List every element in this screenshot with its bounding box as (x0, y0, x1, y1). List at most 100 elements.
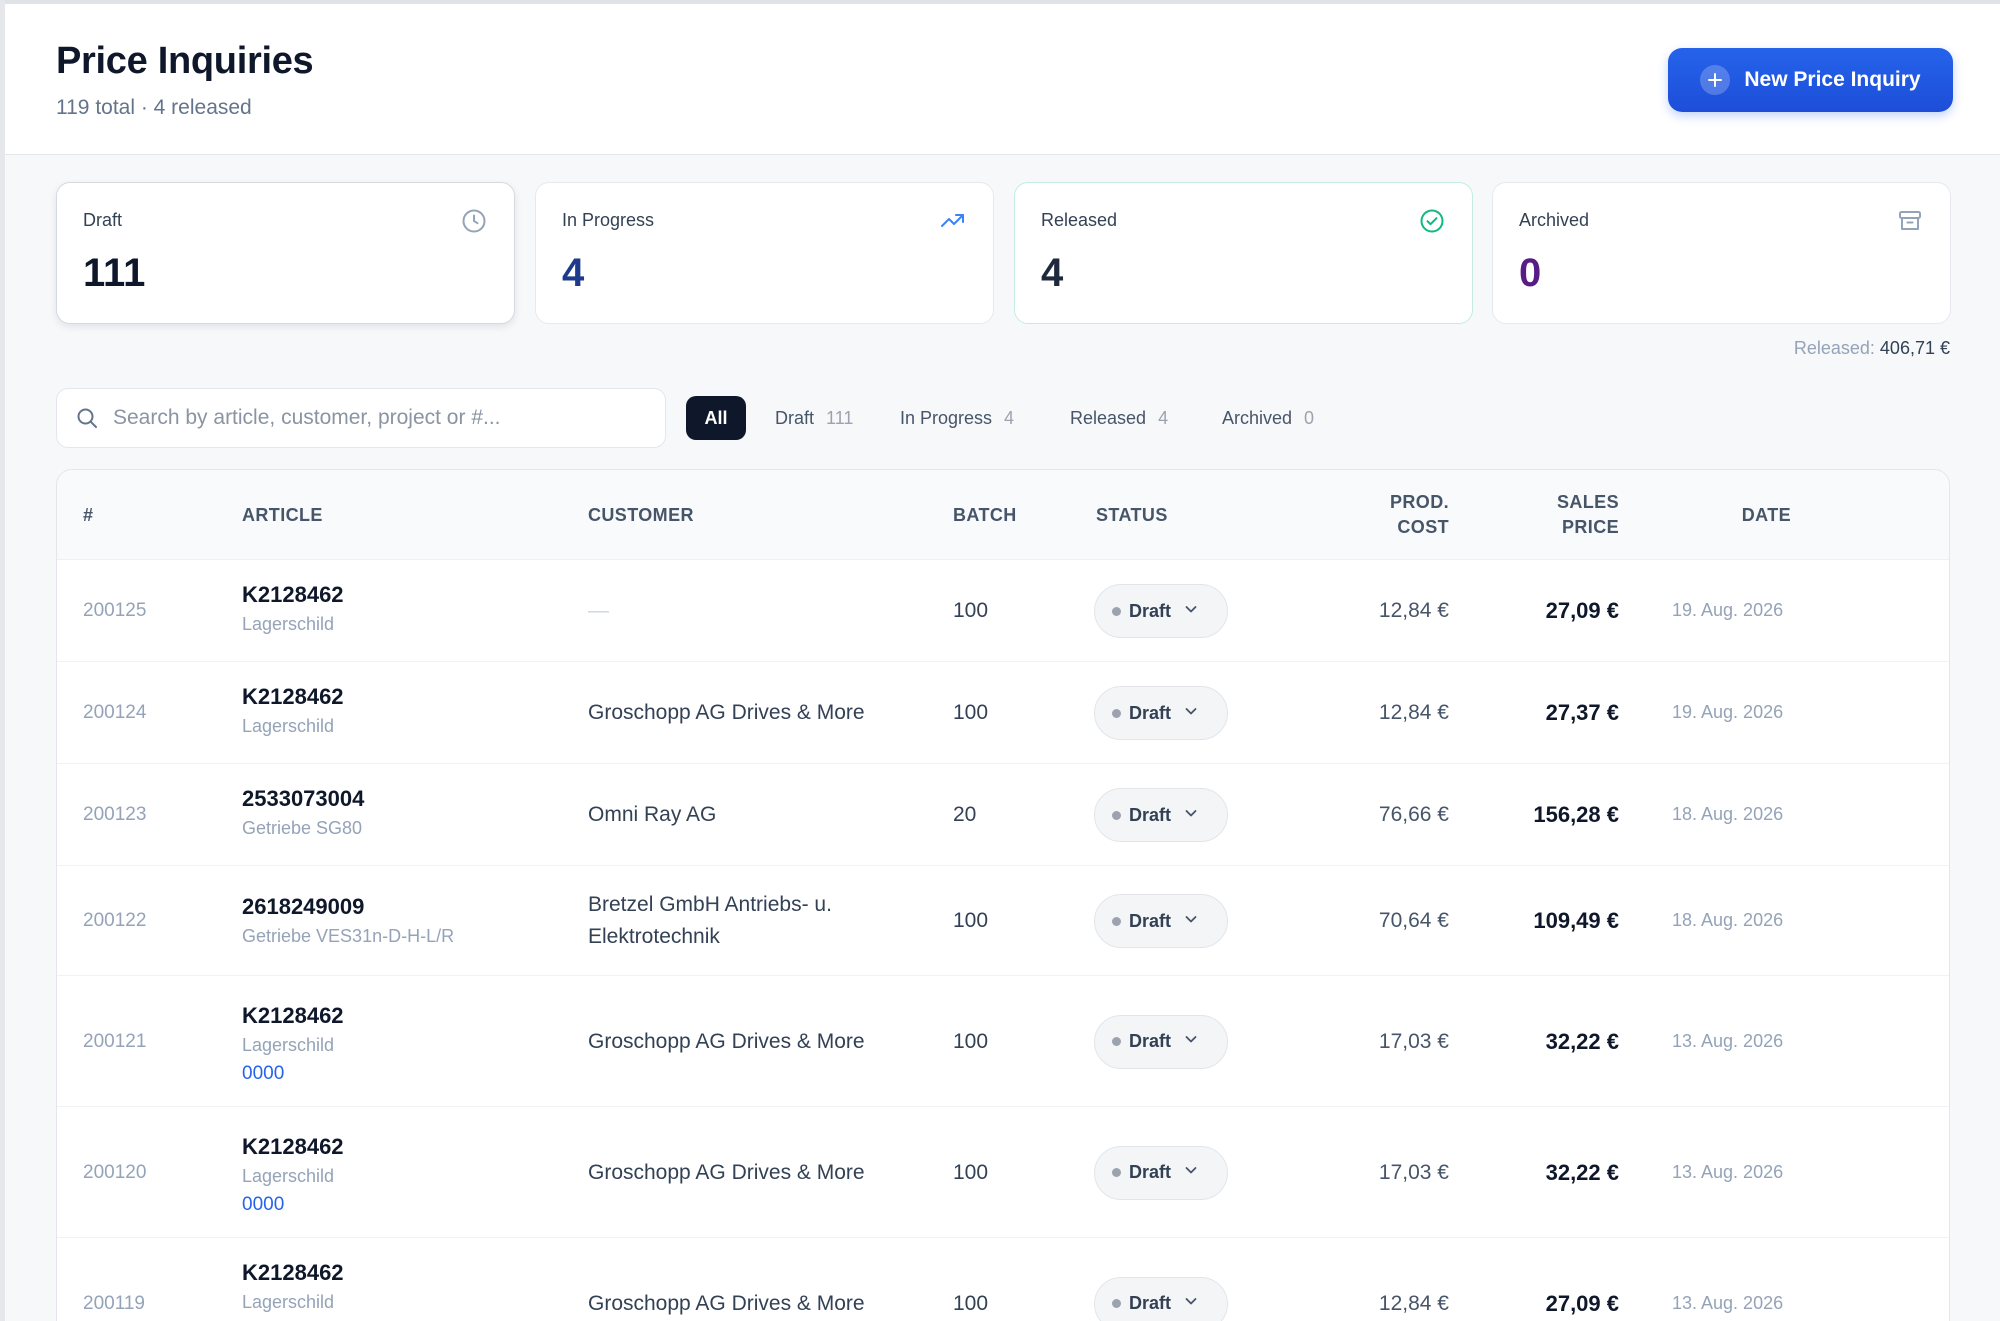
table-row[interactable]: 200121 K2128462 Lagerschild 0000 Groschopp A… (57, 976, 1949, 1107)
chevron-down-icon (1185, 1298, 1197, 1305)
column-header-customer[interactable]: CUSTOMER (588, 505, 694, 525)
stat-card-draft[interactable]: Draft 111 (56, 182, 515, 324)
batch-size: 100 (953, 909, 989, 932)
filter-tab-label: Archived (1222, 407, 1293, 428)
article-code[interactable]: K2128462 (242, 1003, 344, 1028)
status-dropdown[interactable]: Draft (1094, 1145, 1228, 1200)
inquiry-number: 200120 (83, 1161, 147, 1183)
filter-tab-draft[interactable]: Draft 111 (775, 396, 853, 440)
filter-tab-all[interactable]: All (686, 396, 746, 440)
inquiry-number: 200124 (83, 702, 147, 723)
table-row[interactable]: 200119 K2128462 Lagerschild Groschopp AG Dr… (57, 1238, 1949, 1321)
status-dropdown[interactable]: Draft (1094, 584, 1228, 638)
chevron-down-icon (1185, 809, 1197, 816)
column-header-status[interactable]: STATUS (1096, 505, 1168, 525)
table-row[interactable]: 200125 K2128462 Lagerschild — 100 Draft 12,8… (57, 560, 1949, 662)
column-header-date[interactable]: DATE (1741, 505, 1791, 525)
table-row[interactable]: 200122 2618249009 Getriebe VES31n-D-H-L/R B… (57, 866, 1949, 976)
page-header: Price Inquiries 119 total · 4 released N… (5, 4, 2000, 155)
status-chevron (1183, 601, 1199, 622)
inquiry-date: 19. Aug. 2026 (1672, 702, 1784, 722)
plus-icon (1700, 65, 1731, 95)
article-description: Lagerschild (242, 614, 335, 634)
check-circle-icon (1420, 209, 1444, 233)
stat-card-released[interactable]: Released 4 (1014, 182, 1473, 324)
chevron-down-icon (1185, 707, 1197, 714)
inquiry-date: 18. Aug. 2026 (1672, 910, 1784, 930)
inquiry-date: 13. Aug. 2026 (1672, 1292, 1784, 1313)
article-reference-link[interactable]: 0000 (242, 1194, 285, 1215)
status-dropdown[interactable]: Draft (1094, 686, 1228, 740)
inquiry-number: 200121 (83, 1030, 147, 1052)
article-description: Getriebe VES31n-D-H-L/R (242, 926, 455, 946)
customer-name: Groschopp AG Drives & More (588, 1160, 865, 1184)
new-price-inquiry-label: New Price Inquiry (1744, 68, 1921, 91)
status-dot (1112, 1037, 1121, 1046)
filter-tab-in-progress[interactable]: In Progress 4 (900, 396, 1014, 440)
status-label: Draft (1129, 910, 1172, 931)
batch-size: 100 (953, 701, 989, 724)
page-title: Price Inquiries (56, 40, 314, 82)
article-description: Lagerschild (242, 1292, 335, 1312)
batch-size: 100 (953, 599, 989, 622)
article-code[interactable]: 2533073004 (242, 786, 365, 811)
status-dropdown[interactable]: Draft (1094, 788, 1228, 842)
released-total-value: 406,71 € (1879, 338, 1950, 358)
window-top-border (0, 0, 2000, 4)
status-dot (1112, 708, 1121, 718)
production-cost: 17,03 € (1378, 1029, 1449, 1053)
status-chevron (1183, 805, 1199, 826)
article-code[interactable]: K2128462 (242, 1134, 344, 1159)
production-cost: 70,64 € (1378, 909, 1449, 932)
chevron-down-icon (1185, 605, 1197, 612)
archive-icon (1899, 211, 1921, 230)
status-dot (1112, 810, 1121, 820)
article-description: Lagerschild (242, 716, 335, 736)
table-row[interactable]: 200124 K2128462 Lagerschild Groschopp AG Dr… (57, 662, 1949, 764)
filter-tab-archived[interactable]: Archived 0 (1222, 396, 1314, 440)
stat-card-archived[interactable]: Archived 0 (1492, 182, 1951, 324)
column-header-batch[interactable]: BATCH (953, 505, 1017, 525)
status-dropdown[interactable]: Draft (1094, 1014, 1228, 1069)
chevron-down-icon (1185, 915, 1197, 922)
batch-size: 100 (953, 1160, 989, 1184)
sales-price: 32,22 € (1545, 1028, 1619, 1054)
production-cost: 76,66 € (1378, 803, 1449, 826)
column-header-article[interactable]: ARTICLE (242, 505, 323, 525)
stat-label: In Progress (562, 210, 655, 230)
column-header-sales-price[interactable]: SALES PRICE (1557, 490, 1619, 540)
article-reference-link[interactable]: 0000 (242, 1063, 285, 1084)
new-price-inquiry-button[interactable]: New Price Inquiry (1668, 48, 1953, 112)
column-header-number[interactable]: # (83, 505, 94, 525)
status-dot (1112, 1168, 1121, 1177)
filter-tab-label: All (704, 407, 728, 428)
status-dropdown[interactable]: Draft (1094, 894, 1228, 948)
search-input[interactable] (113, 406, 633, 430)
article-code[interactable]: 2618249009 (242, 894, 365, 919)
article-code[interactable]: K2128462 (242, 684, 344, 709)
status-label: Draft (1129, 600, 1172, 621)
stat-value: 0 (1519, 251, 1542, 295)
inquiry-number: 200123 (83, 804, 147, 825)
table-row[interactable]: 200120 K2128462 Lagerschild 0000 Groschopp A… (57, 1107, 1949, 1238)
stat-label: Draft (83, 210, 123, 230)
sales-price: 27,09 € (1545, 1290, 1619, 1316)
status-dropdown[interactable]: Draft (1094, 1276, 1228, 1321)
column-header-line: PROD. (1389, 492, 1449, 512)
article-code[interactable]: K2128462 (242, 1260, 344, 1285)
column-header-prod-cost[interactable]: PROD. COST (1390, 490, 1449, 540)
window-left-border (0, 0, 5, 1321)
status-dot (1112, 916, 1121, 926)
article-description: Lagerschild (242, 1166, 335, 1186)
filter-tab-released[interactable]: Released 4 (1070, 396, 1168, 440)
customer-name: — (588, 599, 609, 622)
table-row[interactable]: 200123 2533073004 Getriebe SG80 Omni Ray AG… (57, 764, 1949, 866)
sales-price: 27,37 € (1545, 700, 1619, 725)
stat-card-in-progress[interactable]: In Progress 4 (535, 182, 994, 324)
filter-tab-label: Released (1070, 407, 1147, 428)
status-dot (1112, 1299, 1121, 1308)
sales-price: 156,28 € (1533, 802, 1619, 827)
trending-up-icon (941, 214, 964, 227)
article-code[interactable]: K2128462 (242, 582, 344, 607)
status-chevron (1183, 1162, 1199, 1183)
